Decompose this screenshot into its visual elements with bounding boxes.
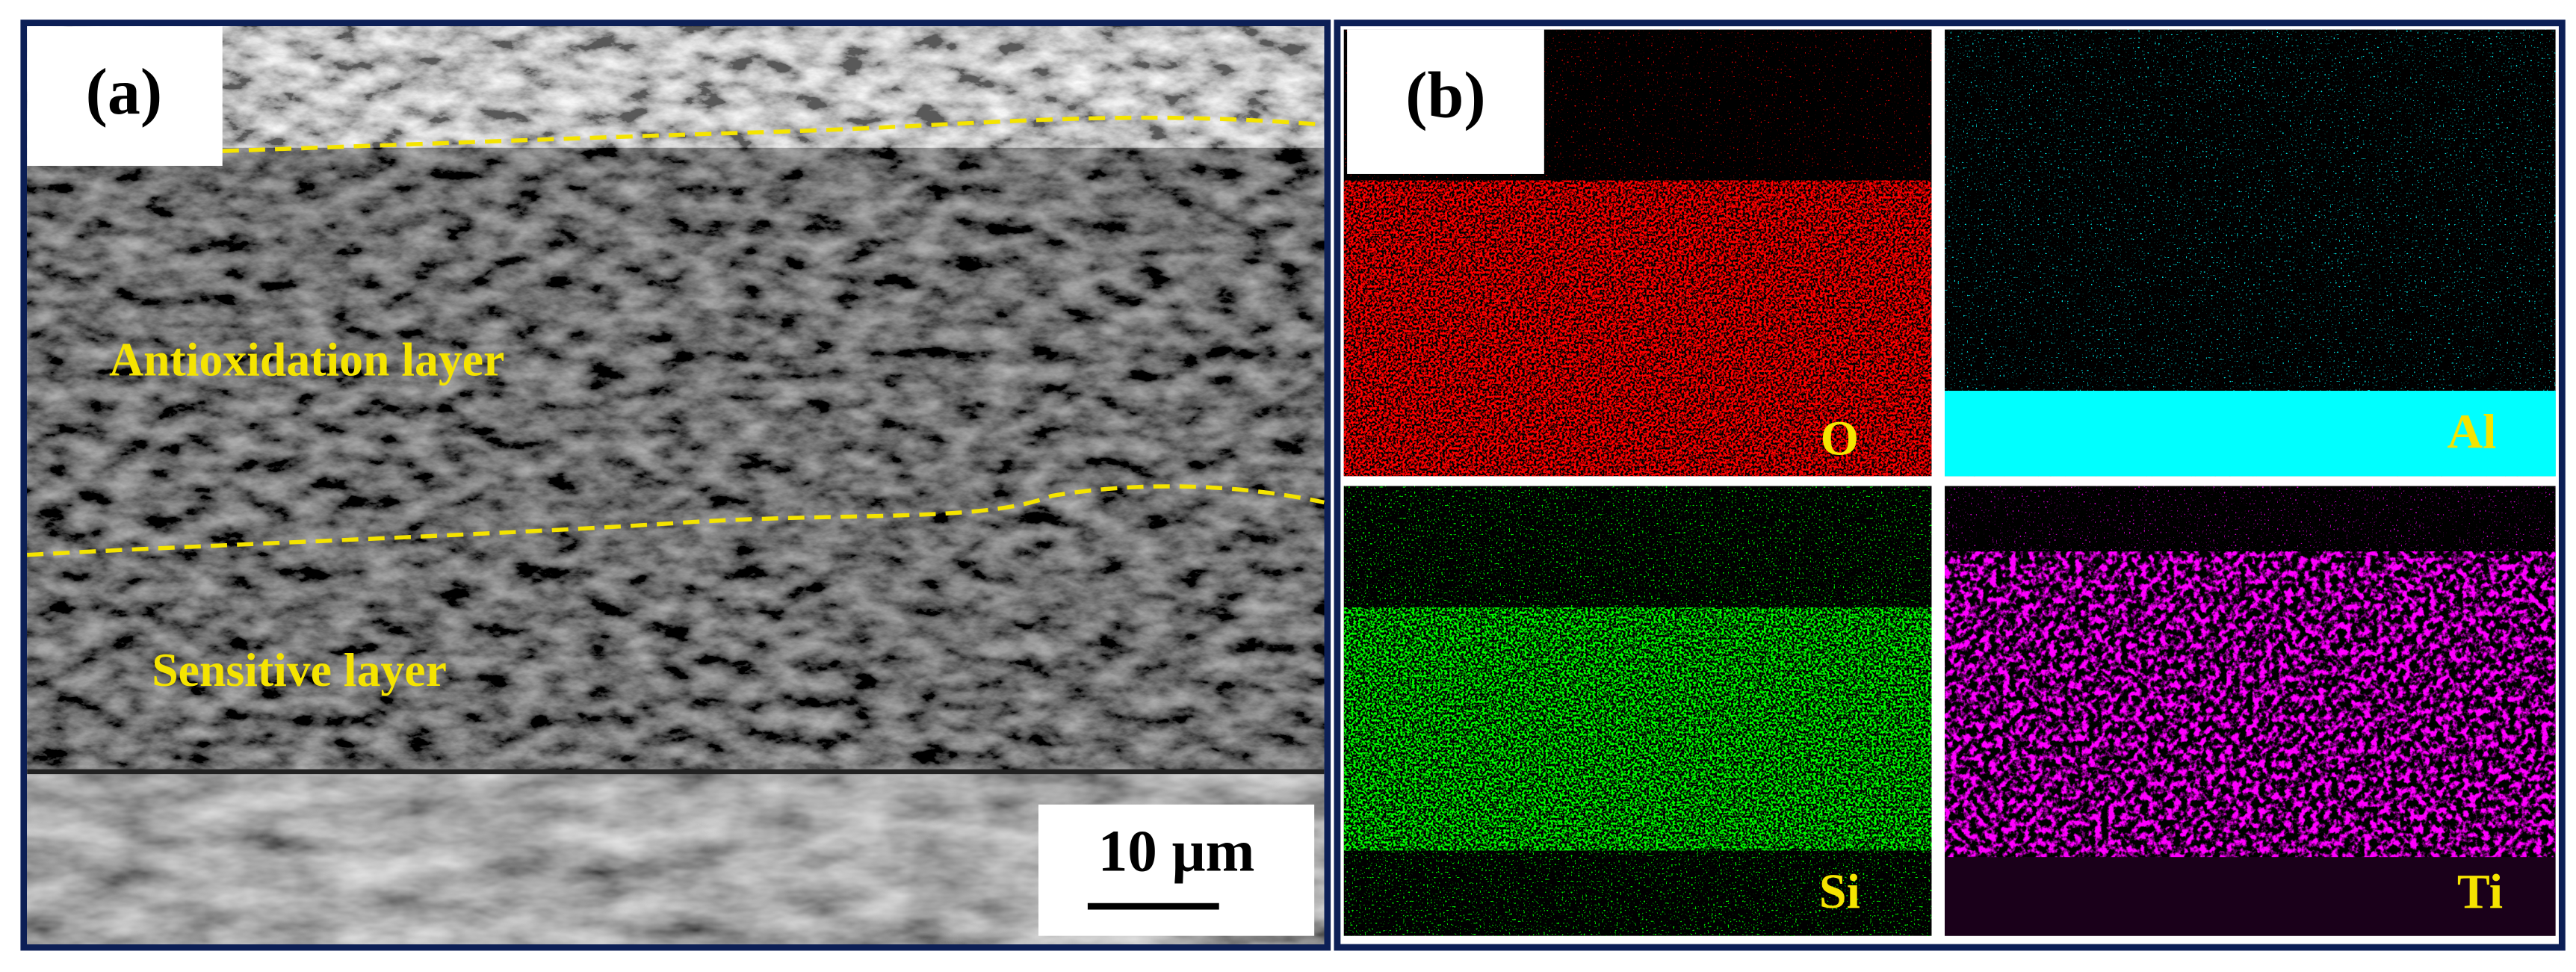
panel-a: (a) Antioxidation layer Sensitive layer …: [20, 19, 1331, 951]
sparse-dots: [1945, 486, 2556, 552]
scale-box: [1038, 804, 1315, 936]
substrate: [1945, 857, 2556, 936]
scale-bar-label: 10 μm: [1098, 819, 1255, 884]
dense-dots: [1343, 180, 1932, 477]
label-box: [1347, 29, 1544, 174]
panel-b: (b) O Al Si Ti: [1334, 19, 2566, 951]
element-label: Al: [2447, 405, 2497, 459]
layer-label: Antioxidation layer: [109, 333, 504, 386]
dense-dots: [1343, 607, 1932, 851]
sparse-dots: [1945, 29, 2556, 391]
layer-label: Sensitive layer: [152, 643, 447, 696]
sparse-dots: [1343, 850, 1932, 936]
panel-label: (a): [86, 56, 162, 129]
coating-shade: [27, 147, 1325, 772]
label-box: [27, 26, 223, 166]
dense-dots: [1945, 551, 2556, 858]
panel-label: (b): [1405, 59, 1485, 131]
band-speckle: [1945, 391, 2556, 477]
boundary-line: [222, 115, 1325, 153]
element-label: Si: [1819, 864, 1860, 919]
element-label: O: [1821, 411, 1859, 465]
sparse-dots: [1343, 486, 1932, 608]
boundary-line: [27, 484, 1325, 557]
top-surface: [27, 26, 1325, 148]
element-label: Ti: [2457, 864, 2503, 919]
